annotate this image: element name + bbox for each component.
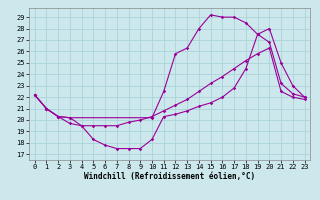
X-axis label: Windchill (Refroidissement éolien,°C): Windchill (Refroidissement éolien,°C) <box>84 172 255 181</box>
